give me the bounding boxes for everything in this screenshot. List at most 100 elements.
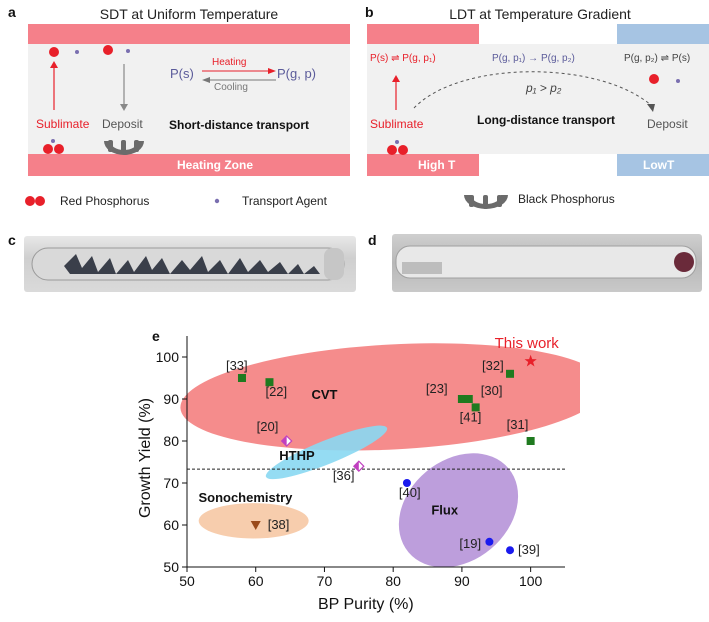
black-phosphorus-icon [104,140,144,155]
point-hthp-fill [281,436,287,446]
panel-b-title: LDT at Temperature Gradient [449,6,631,22]
point-cvt [457,395,466,403]
panel-b-eq-right: P(g, p₂) ⇌ P(s) [624,53,691,64]
tube-deposit-image [395,245,697,279]
point-ref-label: [19] [459,536,481,551]
transport-agent-icon [51,139,55,143]
legend-red-phosphorus-icon [35,196,45,206]
panel-b-transport-label: Long-distance transport [477,113,616,127]
panel-a-label: a [8,4,16,20]
sublimate-label: Sublimate [36,117,90,131]
long-distance-arrowhead [647,104,655,112]
panel-c-label: c [8,232,16,248]
this-work-label: This work [495,335,560,352]
y-tick-label: 80 [163,433,179,449]
y-tick-label: 60 [163,517,179,533]
panel-b-cold-top [617,24,709,44]
x-axis-label: BP Purity (%) [318,596,414,613]
group-labels: CVT HTHP Sonochemistry Flux [198,387,458,518]
panel-b-eq-left: P(s) ⇌ P(g, p₁) [370,53,436,64]
y-tick-label: 70 [163,475,179,491]
panel-e-label: e [152,328,160,344]
red-phosphorus-icon [103,45,113,55]
y-axis-label: Growth Yield (%) [137,397,154,519]
transport-agent-icon [75,50,79,54]
point-ref-label: [22] [265,384,287,399]
panel-b-hot-top [367,24,479,44]
panel-a-chamber [28,44,350,154]
photo-sdt-tube [24,236,356,292]
point-flux [402,479,411,487]
point-ref-label: [32] [482,358,504,373]
point-hthp-fill [353,461,359,472]
group-ellipses [180,343,580,568]
sublimate-arrowhead [392,75,400,82]
legend-black-phosphorus: Black Phosphorus [518,192,615,206]
eq-left: P(s) [170,66,194,81]
tube-crystals-image [31,247,345,281]
point-cvt [526,437,535,445]
point-cvt [265,378,274,387]
red-phosphorus-icon [398,145,408,155]
group-label-flux: Flux [431,503,458,518]
axes: 50 60 70 80 90 100 50 60 70 80 90 100 [156,336,565,589]
x-tick-label: 50 [179,573,195,589]
point-cvt [471,403,480,412]
y-tick-label: 100 [156,349,180,365]
legend-red-phosphorus-icon [25,196,35,206]
panel-b-low-t-zone [617,154,709,176]
legend-transport-agent: Transport Agent [242,194,327,208]
photo-ldt-tube [392,234,702,292]
panel-b-deposit-label: Deposit [647,117,688,131]
red-phosphorus-icon [49,47,59,57]
point-ref-label: [20] [257,419,279,434]
panel-a-top-zone [28,24,350,44]
x-tick-label: 90 [454,573,470,589]
deposit-label: Deposit [102,117,143,131]
schematic-diagram [25,24,709,209]
group-label-sonochemistry: Sonochemistry [198,490,293,505]
x-tick-label: 80 [385,573,401,589]
panel-d-label: d [368,232,377,248]
x-tick-label: 60 [248,573,264,589]
legend-black-phosphorus-icon [464,195,508,209]
cooling-arrowhead [202,77,210,83]
x-tick-label: 70 [317,573,333,589]
data-points: [33] [22] [23] [30] [41] [32] [31] [20] [36] [38]… [226,335,559,557]
cooling-label: Cooling [214,82,248,93]
point-ref-label: [38] [268,517,290,532]
heating-label: Heating [212,57,247,68]
panel-b-eq-mid: P(g, p₁) → P(g, p₂) [492,53,575,64]
point-flux [506,546,515,555]
point-ref-label: [30] [481,383,503,398]
transport-agent-icon [676,79,680,83]
transport-label: Short-distance transport [169,118,310,132]
transport-agent-icon [395,140,399,144]
red-phosphorus-icon [387,145,397,155]
y-tick-label: 50 [163,559,179,575]
deposit-arrowhead [120,104,128,111]
panel-a-title: SDT at Uniform Temperature [99,6,279,22]
sublimate-arrowhead [50,61,58,68]
x-tick-label: 100 [519,573,543,589]
heating-zone-label: Heating Zone [176,158,253,172]
heating-arrowhead [268,68,276,74]
ellipse-hthp [265,425,388,480]
point-flux [485,537,494,546]
legend-red-phosphorus: Red Phosphorus [60,194,150,208]
legend-transport-agent-icon [214,198,220,204]
point-ref-label: [31] [507,417,529,432]
low-t-label: LowT [643,158,675,172]
point-sonochemistry [250,521,261,530]
point-ref-label: [40] [399,485,421,500]
group-label-hthp: HTHP [279,448,315,463]
point-cvt [237,374,246,382]
panel-b-sublimate-label: Sublimate [370,117,424,131]
point-cvt [506,369,515,378]
point-ref-label: [41] [460,409,482,424]
ellipse-cvt [180,343,580,451]
red-phosphorus-icon [54,144,64,154]
red-phosphorus-icon [43,144,53,154]
panel-b-high-t-zone [367,154,479,176]
